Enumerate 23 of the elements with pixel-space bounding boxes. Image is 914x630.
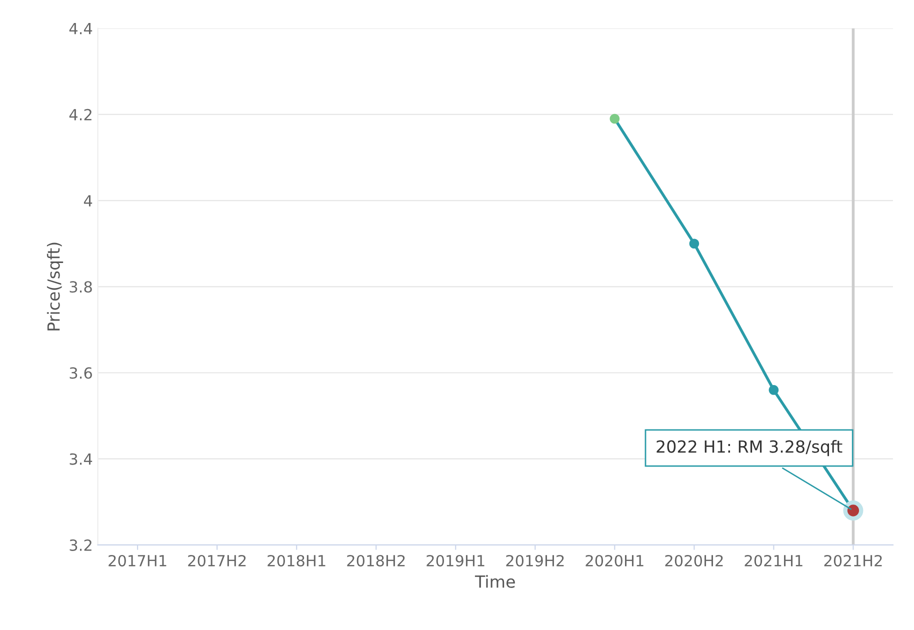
point	[610, 114, 620, 124]
x-tick-label: 2017H1	[108, 554, 166, 566]
x-tick-label: 2017H2	[188, 554, 246, 566]
x-tick-label: 2020H1	[586, 554, 644, 566]
annotation: 2022 H1: RM 3.28/sqft	[656, 440, 842, 456]
x-tick-label: 2021H1	[744, 554, 802, 566]
x-tick-label: 2019H2	[506, 554, 564, 566]
x-tick-label: 2018H2	[347, 554, 405, 566]
y-axis-title: Price(/sqft)	[46, 242, 64, 330]
x-axis-title: Time	[474, 575, 515, 588]
y-tick-label: 4.2	[69, 108, 92, 120]
point	[689, 238, 700, 249]
y-tick-label: 3.4	[70, 453, 92, 465]
y-tick-label: 4	[84, 195, 92, 206]
x-tick-label: 2019H1	[426, 554, 484, 566]
y-tick-label: 3.8	[70, 281, 92, 293]
x-tick-label: 2020H2	[665, 554, 723, 566]
y-tick-label: 3.6	[70, 367, 92, 379]
x-tick-label: 2021H2	[824, 554, 882, 566]
x-tick-label: 2018H1	[268, 554, 326, 566]
point	[768, 385, 779, 395]
y-tick-label: 4.4	[69, 23, 92, 34]
y-tick-label: 3.2	[70, 539, 92, 551]
